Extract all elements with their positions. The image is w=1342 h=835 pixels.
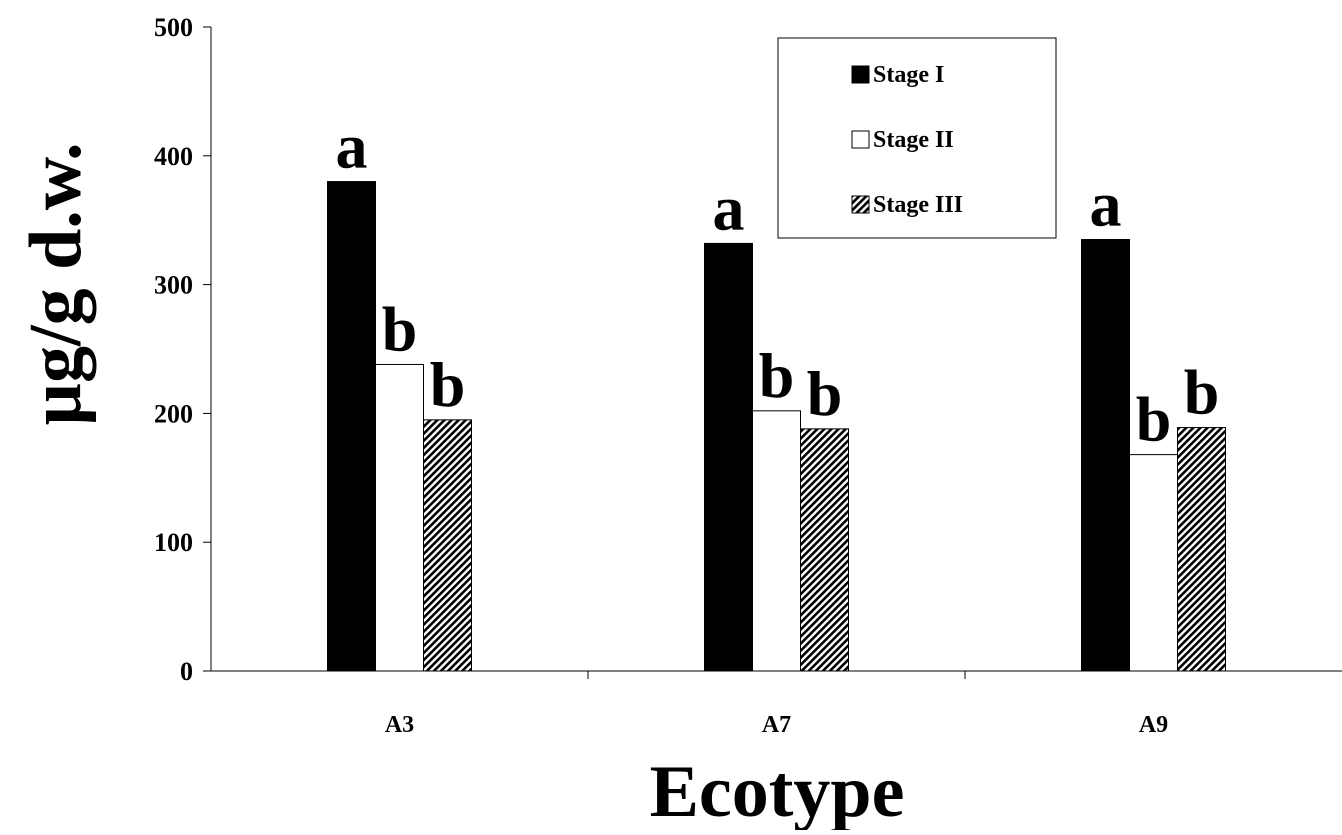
legend-label: Stage III [873,192,963,218]
x-tick-label: A3 [385,712,414,738]
legend: Stage I Stage II Stage III [777,37,1057,239]
x-axis-title: Ecotype [650,751,905,830]
bar-stage-ii-a3 [375,363,424,672]
y-tick-label: 300 [154,271,193,300]
legend-label: Stage I [873,62,944,88]
x-tick-label: A7 [762,712,791,738]
significance-label: b [430,349,466,420]
bar-stage-ii-a9 [1129,454,1178,672]
legend-label: Stage II [873,127,954,153]
bar-stage-i-a9 [1081,239,1130,672]
bar-stage-iii-a7 [800,428,849,672]
significance-label: b [807,358,843,429]
y-tick-label: 500 [154,13,193,42]
significance-label: b [1184,357,1220,428]
bar-stage-iii-a9 [1177,427,1226,672]
y-tick-label: 0 [180,657,193,686]
bar-stage-iii-a3 [423,419,472,672]
significance-label: a [336,111,368,182]
significance-label: a [713,172,745,243]
y-axis-title: µg/g d.w. [15,142,97,425]
y-tick-label: 100 [154,528,193,557]
legend-swatch [851,65,870,84]
bar-stage-i-a3 [327,181,376,672]
significance-label: b [382,293,418,364]
significance-label: a [1090,169,1122,240]
bar-stage-i-a7 [704,242,753,672]
significance-label: b [1136,384,1172,455]
legend-swatch [851,195,870,214]
x-tick-label: A9 [1139,712,1168,738]
y-tick-label: 200 [154,399,193,428]
y-tick-label: 400 [154,142,193,171]
bar-stage-ii-a7 [752,410,801,672]
significance-label: b [759,340,795,411]
legend-swatch [851,130,870,149]
legend-box [777,37,1057,239]
